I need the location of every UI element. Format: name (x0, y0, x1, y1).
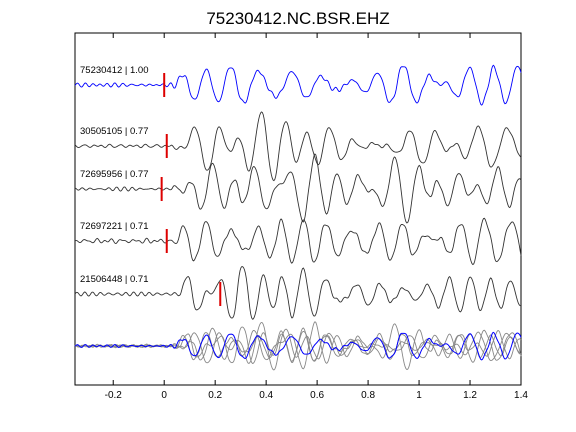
x-tick-label: 1 (416, 390, 422, 401)
x-tick-label: 1.4 (514, 390, 528, 401)
x-axis-ticks: -0.2 0 0.2 0.4 0.6 0.8 1 1.2 1.4 (105, 33, 528, 401)
trace-line-5 (74, 266, 522, 320)
trace-label-5: 21506448 | 0.71 (80, 274, 149, 285)
x-tick-label: -0.2 (105, 390, 123, 401)
chart-title: 75230412.NC.BSR.EHZ (206, 9, 389, 28)
stack-trace-5 (74, 326, 522, 364)
trace-group (74, 64, 522, 320)
trace-label-group: 75230412 | 1.00 30505105 | 0.77 72695956 |… (80, 65, 149, 285)
x-tick-label: 0.8 (361, 390, 375, 401)
x-tick-label: 0 (161, 390, 167, 401)
trace-line-2 (74, 111, 522, 182)
trace-line-1 (74, 64, 522, 106)
pick-marker-group (160, 73, 222, 306)
trace-line-4 (74, 217, 522, 266)
x-tick-label: 1.2 (463, 390, 477, 401)
trace-line-3 (74, 153, 522, 224)
trace-label-4: 72697221 | 0.71 (80, 221, 149, 232)
stack-trace-1 (74, 331, 522, 361)
trace-label-1: 75230412 | 1.00 (80, 65, 149, 76)
plot-axes-box (74, 32, 522, 386)
x-tick-label: 0.4 (259, 390, 273, 401)
trace-label-3: 72695956 | 0.77 (80, 169, 149, 180)
trace-label-2: 30505105 | 0.77 (80, 126, 149, 137)
x-tick-label: 0.2 (208, 390, 222, 401)
x-tick-label: 0.6 (310, 390, 324, 401)
stacked-overlay-group (74, 321, 522, 371)
